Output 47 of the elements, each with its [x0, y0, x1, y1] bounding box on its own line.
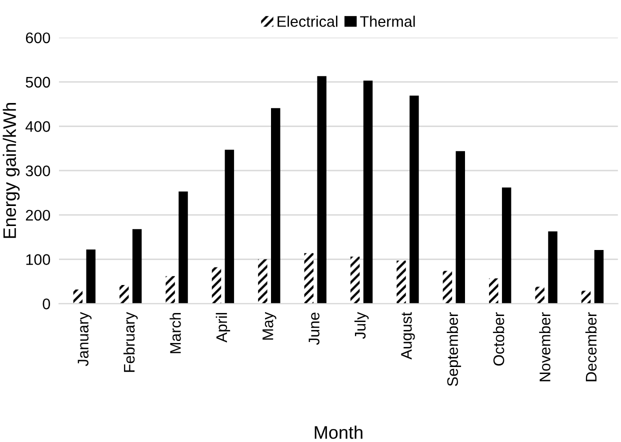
y-axis-title: Energy gain/kWh: [2, 103, 20, 238]
y-tick-label: 500: [26, 76, 50, 88]
bar: [410, 96, 419, 304]
x-axis-title: Month: [314, 426, 362, 439]
bar: [548, 231, 558, 304]
bar: [258, 259, 268, 304]
bar: [304, 253, 314, 304]
x-tick-label: November: [539, 312, 550, 382]
bar: [396, 260, 406, 304]
bar: [86, 250, 96, 304]
x-tick-label: August: [401, 312, 415, 360]
x-tick-label: June: [308, 312, 320, 345]
bar: [581, 290, 591, 304]
y-tick-label: 100: [26, 254, 50, 265]
x-tick-label: April: [216, 313, 230, 343]
bar: [594, 250, 604, 304]
bar: [363, 80, 373, 304]
bar: [489, 278, 498, 304]
bar: [442, 270, 452, 304]
bar: [317, 76, 326, 304]
bar: [535, 286, 544, 304]
x-tick-label: July: [354, 312, 369, 339]
bar: [271, 108, 280, 304]
y-tick-label: 400: [26, 121, 50, 132]
y-tick-label: 600: [26, 32, 50, 44]
bar: [224, 150, 234, 304]
bar: [456, 151, 466, 304]
x-tick-label: May: [262, 312, 276, 340]
bar: [212, 267, 222, 304]
x-tick-label: February: [123, 312, 138, 372]
y-tick-label: 200: [26, 210, 50, 221]
y-tick-label: 300: [26, 165, 50, 176]
legend-label: Thermal: [360, 16, 415, 27]
x-tick-label: December: [585, 312, 597, 382]
y-tick-label: 0: [42, 298, 50, 310]
bar: [73, 289, 83, 304]
legend-label: Electrical: [278, 16, 338, 27]
bar: [350, 256, 360, 304]
x-tick-label: January: [78, 312, 92, 366]
bar: [120, 285, 129, 304]
x-tick-label: September: [446, 312, 462, 386]
bar: [502, 187, 512, 304]
x-tick-label: October: [492, 312, 504, 366]
bar: [132, 229, 142, 304]
bar: [178, 191, 188, 304]
x-tick-label: March: [170, 312, 181, 354]
bar: [166, 276, 175, 304]
